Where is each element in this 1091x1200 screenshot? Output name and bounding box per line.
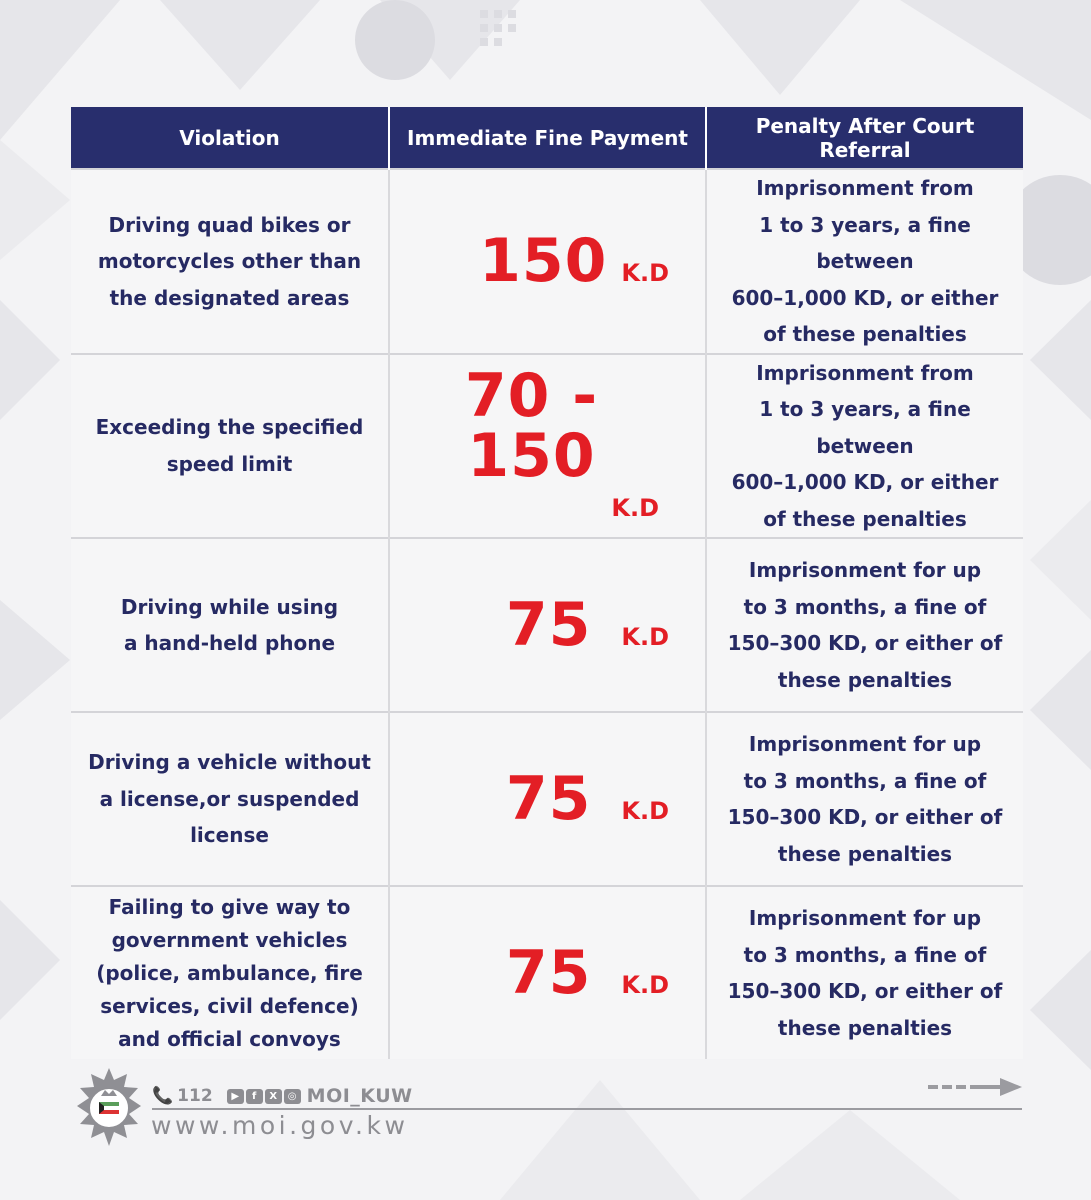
website-link[interactable]: www.moi.gov.kw xyxy=(151,1111,409,1140)
phone-number[interactable]: 112 xyxy=(177,1086,213,1106)
fine-value: 150 K.D xyxy=(390,231,705,292)
violations-table: Violation Immediate Fine Payment Penalty… xyxy=(71,107,1023,1059)
fine-cell: 75 K.D xyxy=(388,885,706,1059)
violation-cell: Failing to give way to government vehicl… xyxy=(71,885,389,1059)
fine-unit: K.D xyxy=(621,796,669,825)
fine-amount: 75 xyxy=(505,589,592,660)
fine-amount: 150 xyxy=(479,226,608,296)
penalty-cell: Imprisonment from 1 to 3 years, a fine b… xyxy=(705,352,1023,538)
fine-unit: K.D xyxy=(621,970,669,999)
table-row: Driving quad bikes or motorcycles other … xyxy=(71,168,1023,354)
fine-amount: 75 xyxy=(505,937,592,1008)
violation-cell: Driving while using a hand-held phone xyxy=(71,537,389,712)
fine-unit: K.D xyxy=(611,493,659,522)
fine-amount: 75 xyxy=(505,763,592,834)
fine-cell: 70 - 150 K.D xyxy=(388,352,706,538)
fine-cell: 150 K.D xyxy=(388,168,706,354)
table-header-row: Violation Immediate Fine Payment Penalty… xyxy=(71,107,1023,169)
header-court-penalty: Penalty After Court Referral xyxy=(705,107,1023,169)
violations-table-container: Violation Immediate Fine Payment Penalty… xyxy=(71,107,1023,1059)
phone-icon: 📞 xyxy=(152,1086,174,1106)
penalty-cell: Imprisonment for up to 3 months, a fine … xyxy=(705,885,1023,1059)
next-arrow-icon[interactable] xyxy=(928,1076,1022,1098)
contact-line: 📞 112 ▶ f X ◎ MOI_KUW xyxy=(152,1085,413,1107)
fine-value: 75 K.D xyxy=(390,769,705,830)
table-row: Failing to give way to government vehicl… xyxy=(71,885,1023,1059)
table-row: Driving a vehicle without a license,or s… xyxy=(71,711,1023,886)
fine-value: 75 K.D xyxy=(390,595,705,656)
penalty-cell: Imprisonment from 1 to 3 years, a fine b… xyxy=(705,168,1023,354)
social-icons: ▶ f X ◎ xyxy=(226,1088,301,1104)
fine-cell: 75 K.D xyxy=(388,537,706,712)
penalty-cell: Imprisonment for up to 3 months, a fine … xyxy=(705,711,1023,886)
footer-divider xyxy=(152,1108,1022,1110)
header-violation: Violation xyxy=(71,107,389,169)
penalty-cell: Imprisonment for up to 3 months, a fine … xyxy=(705,537,1023,712)
x-icon[interactable]: X xyxy=(264,1088,282,1104)
fine-value: 75 K.D xyxy=(390,943,705,1004)
table-row: Exceeding the specified speed limit 70 -… xyxy=(71,352,1023,538)
facebook-icon[interactable]: f xyxy=(245,1088,263,1104)
table-row: Driving while using a hand-held phone 75… xyxy=(71,537,1023,712)
youtube-icon[interactable]: ▶ xyxy=(226,1088,244,1104)
violation-cell: Driving a vehicle without a license,or s… xyxy=(71,711,389,886)
fine-value: 70 - 150 K.D xyxy=(390,366,705,527)
fine-unit: K.D xyxy=(621,622,669,651)
kuwait-police-badge-icon xyxy=(77,1068,141,1146)
violation-cell: Driving quad bikes or motorcycles other … xyxy=(71,168,389,354)
header-immediate-fine: Immediate Fine Payment xyxy=(388,107,706,169)
instagram-icon[interactable]: ◎ xyxy=(283,1088,301,1104)
fine-cell: 75 K.D xyxy=(388,711,706,886)
social-handle[interactable]: MOI_KUW xyxy=(306,1085,413,1107)
footer: 📞 112 ▶ f X ◎ MOI_KUW www.moi.gov.kw xyxy=(0,1060,1091,1200)
fine-unit: K.D xyxy=(621,259,669,287)
fine-amount: 70 - 150 xyxy=(464,360,599,491)
violation-cell: Exceeding the specified speed limit xyxy=(71,352,389,538)
